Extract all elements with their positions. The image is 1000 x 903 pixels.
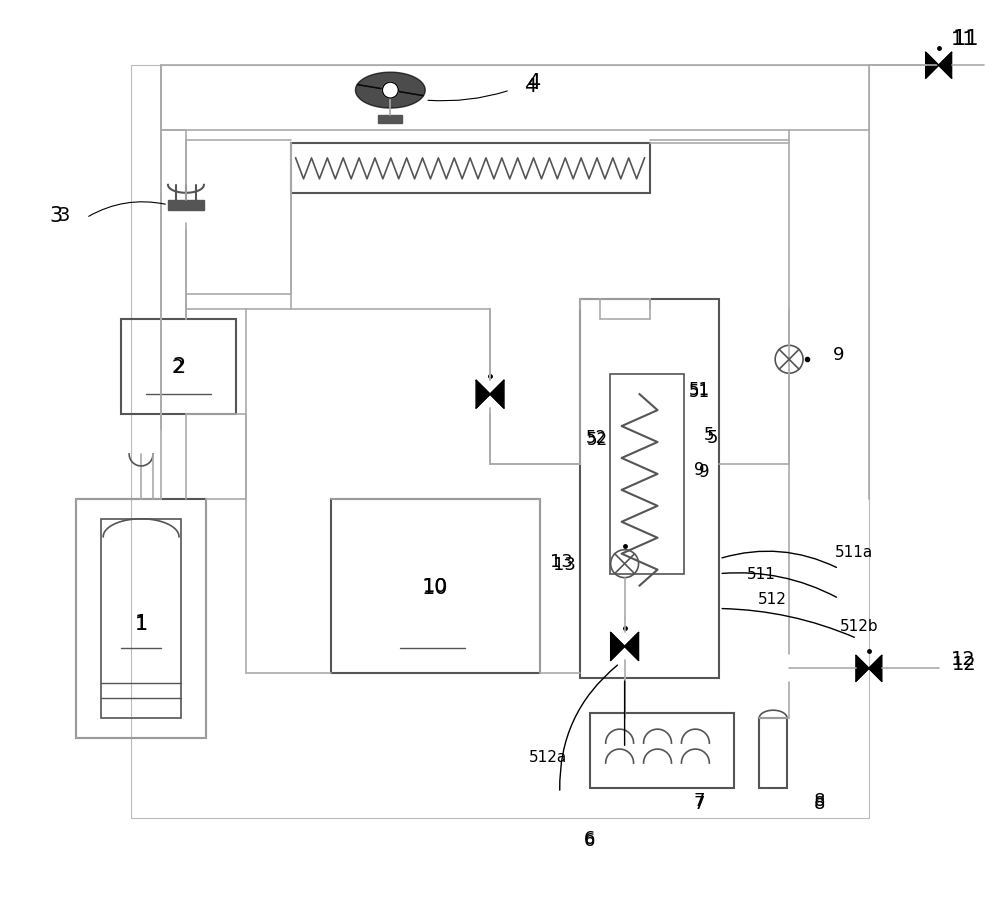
Text: 52: 52 — [587, 431, 608, 449]
Bar — [291, 144, 650, 193]
Polygon shape — [476, 381, 490, 409]
Text: 511: 511 — [747, 566, 776, 582]
Text: 3: 3 — [57, 206, 70, 225]
Text: 2: 2 — [172, 357, 186, 377]
Text: 13: 13 — [553, 555, 576, 573]
Text: 11: 11 — [951, 30, 976, 49]
Bar — [121, 320, 236, 414]
Polygon shape — [926, 53, 939, 79]
Text: 52: 52 — [586, 429, 607, 447]
Text: 5: 5 — [704, 425, 715, 443]
Bar — [101, 519, 181, 719]
Bar — [331, 499, 540, 674]
Text: 1: 1 — [135, 614, 147, 633]
Text: 512b: 512b — [840, 619, 878, 633]
Text: 9: 9 — [833, 346, 845, 364]
Text: 4: 4 — [528, 73, 542, 93]
Text: 12: 12 — [952, 654, 977, 673]
Polygon shape — [490, 381, 504, 409]
Polygon shape — [355, 86, 424, 109]
Text: 1: 1 — [134, 614, 148, 634]
Polygon shape — [357, 73, 425, 97]
Polygon shape — [611, 633, 625, 661]
Polygon shape — [869, 656, 882, 682]
Text: 7: 7 — [694, 794, 705, 812]
Text: 512: 512 — [758, 591, 787, 607]
Polygon shape — [939, 53, 952, 79]
Bar — [759, 719, 787, 788]
Bar — [590, 713, 734, 788]
Polygon shape — [856, 656, 869, 682]
Bar — [610, 375, 684, 574]
Bar — [378, 116, 402, 124]
Text: 2: 2 — [172, 358, 184, 377]
Text: 9: 9 — [699, 462, 710, 480]
Text: 512a: 512a — [529, 749, 567, 764]
Polygon shape — [625, 633, 639, 661]
Text: 10: 10 — [423, 576, 448, 595]
Text: 5: 5 — [707, 429, 718, 447]
Text: 13: 13 — [550, 552, 573, 570]
Text: 6: 6 — [584, 831, 595, 849]
Text: 11: 11 — [952, 29, 979, 50]
Text: 12: 12 — [951, 649, 976, 668]
Text: 7: 7 — [694, 791, 705, 809]
Text: 8: 8 — [813, 794, 825, 812]
Bar — [580, 300, 719, 678]
Text: 3: 3 — [50, 206, 63, 226]
Circle shape — [382, 83, 398, 99]
Bar — [168, 200, 204, 210]
Text: 6: 6 — [584, 829, 595, 847]
Text: 8: 8 — [813, 791, 825, 809]
Bar — [131, 66, 869, 818]
Text: 511a: 511a — [835, 545, 873, 560]
Text: 4: 4 — [524, 77, 536, 96]
Bar — [76, 499, 206, 739]
Text: 51: 51 — [689, 383, 710, 401]
Text: 51: 51 — [689, 381, 710, 399]
Text: 10: 10 — [422, 577, 448, 597]
Text: 9: 9 — [694, 461, 705, 479]
